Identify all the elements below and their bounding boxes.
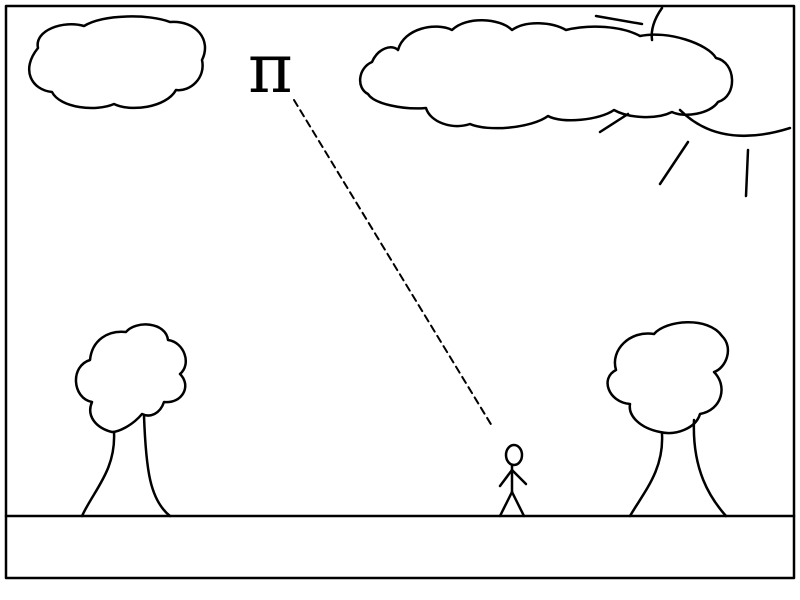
cloud-icon: [359, 19, 734, 130]
panel-frame: [4, 4, 796, 580]
sun-icon: [594, 6, 792, 198]
sight-line: [293, 99, 493, 427]
tree-icon: [606, 321, 730, 518]
pi-symbol: π: [248, 30, 293, 109]
stick-figure-icon: [498, 443, 528, 518]
tree-icon: [74, 323, 187, 518]
cloud-icon: [27, 15, 207, 110]
